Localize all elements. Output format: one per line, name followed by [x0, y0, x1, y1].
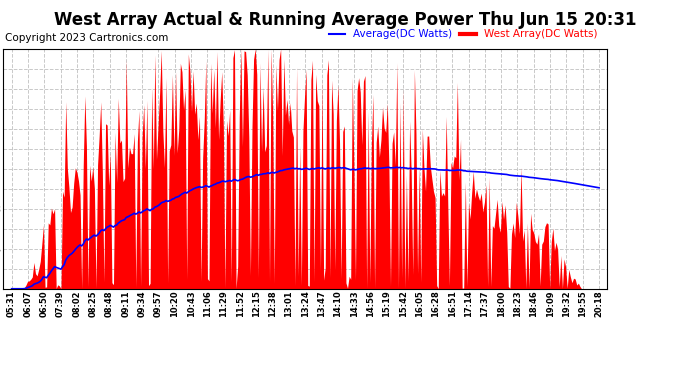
- Text: West Array Actual & Running Average Power Thu Jun 15 20:31: West Array Actual & Running Average Powe…: [54, 11, 636, 29]
- Text: Copyright 2023 Cartronics.com: Copyright 2023 Cartronics.com: [5, 33, 168, 43]
- Legend: Average(DC Watts), West Array(DC Watts): Average(DC Watts), West Array(DC Watts): [325, 25, 602, 44]
